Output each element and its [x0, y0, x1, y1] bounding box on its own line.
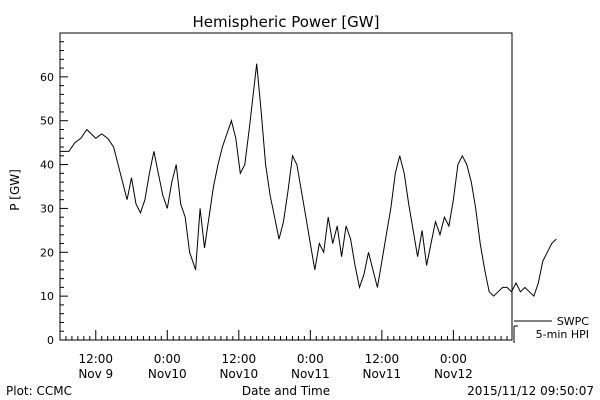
x-tick-label-time: 0:00	[440, 352, 467, 366]
x-tick-label-date: Nov12	[434, 367, 473, 381]
x-tick-label-date: Nov11	[291, 367, 330, 381]
x-tick-label-time: 12:00	[222, 352, 257, 366]
y-axis-ticks: 0 10 20 30 40 50 60	[40, 32, 68, 347]
x-tick-label-date: Nov10	[219, 367, 258, 381]
y-tick-label: 30	[40, 202, 54, 215]
y-tick-label: 60	[40, 71, 54, 84]
timestamp: 2015/11/12 09:50:07	[467, 384, 594, 398]
legend-swpc-label: SWPC	[557, 315, 589, 328]
x-tick-label-time: 0:00	[297, 352, 324, 366]
y-tick-label: 10	[40, 290, 54, 303]
series-line-5-min-hpi	[60, 63, 557, 298]
x-tick-label-time: 12:00	[365, 352, 400, 366]
x-axis-label: Date and Time	[242, 384, 330, 398]
x-tick-label-time: 0:00	[154, 352, 181, 366]
legend-hpi-label: 5-min HPI	[536, 328, 589, 341]
plot-credit: Plot: CCMC	[6, 384, 72, 398]
x-tick-label-time: 12:00	[78, 352, 113, 366]
x-tick-label-date: Nov 9	[78, 367, 113, 381]
y-tick-label: 50	[40, 115, 54, 128]
y-axis-label: P [GW]	[8, 169, 22, 211]
y-tick-label: 0	[47, 334, 54, 347]
y-tick-label: 40	[40, 159, 54, 172]
x-tick-label-date: Nov10	[148, 367, 187, 381]
plot-frame	[59, 32, 513, 341]
x-tick-label-date: Nov11	[363, 367, 402, 381]
y-tick-label: 20	[40, 246, 54, 259]
chart-title: Hemispheric Power [GW]	[193, 13, 380, 31]
